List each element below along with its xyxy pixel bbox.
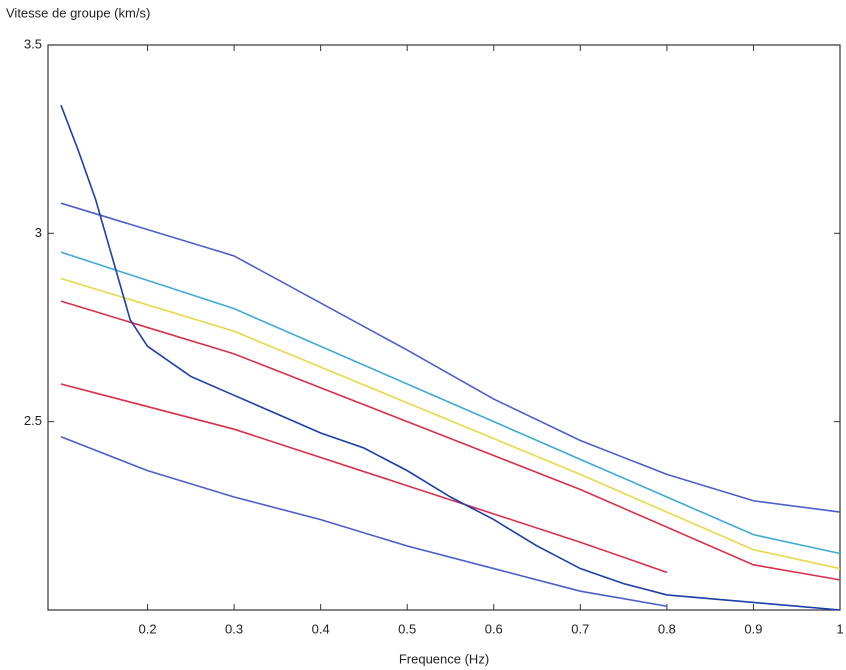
x-tick-label: 0.7 (571, 621, 589, 636)
contour-line (60, 300, 841, 581)
contour-line (60, 277, 841, 570)
contour-line (60, 202, 841, 513)
x-axis-label: Frequence (Hz) (399, 651, 489, 666)
x-tick-label: 0.2 (139, 621, 157, 636)
x-tick-label: 0.3 (225, 621, 243, 636)
x-tick-label: 1 (836, 621, 843, 636)
contour-line (60, 251, 841, 555)
x-tick-label: 0.5 (398, 621, 416, 636)
contour-line (60, 383, 668, 574)
plot-frame (47, 44, 841, 611)
x-tick-label: 0.6 (485, 621, 503, 636)
y-axis-label: Vitesse de groupe (km/s) (6, 5, 150, 20)
x-tick-label: 0.9 (744, 621, 762, 636)
x-tick-label: 0.8 (658, 621, 676, 636)
contour-line (60, 104, 841, 611)
y-tick-label: 3.5 (24, 36, 42, 51)
contour-line (60, 435, 668, 608)
y-tick-label: 2.5 (24, 413, 42, 428)
x-tick-label: 0.4 (312, 621, 330, 636)
y-tick-label: 3 (35, 225, 42, 240)
